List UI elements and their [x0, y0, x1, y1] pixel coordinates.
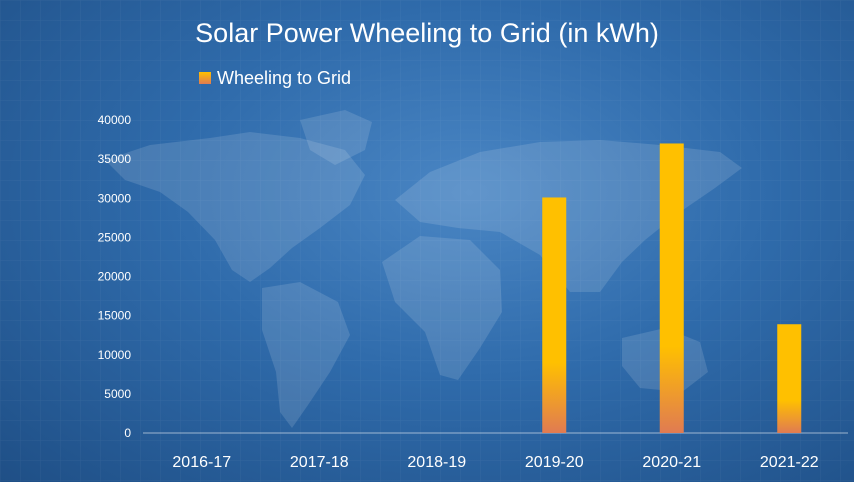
- y-tick-label: 15000: [98, 309, 132, 323]
- x-tick-label: 2016-17: [172, 454, 231, 471]
- world-map-africa: [382, 236, 502, 380]
- y-tick-label: 20000: [98, 270, 132, 284]
- world-map-background: [105, 110, 742, 428]
- x-tick-label: 2020-21: [642, 454, 701, 471]
- chart-title: Solar Power Wheeling to Grid (in kWh): [195, 18, 659, 48]
- y-tick-label: 5000: [104, 387, 131, 401]
- x-axis-ticks: 2016-17 2017-18 2018-19 2019-20 2020-21 2021-…: [172, 454, 818, 471]
- bars: [542, 143, 802, 433]
- y-axis-ticks: 0 5000 10000 15000 20000 25000 30000 35000 40000: [98, 113, 132, 440]
- legend: Wheeling to Grid: [199, 68, 351, 88]
- x-tick-label: 2017-18: [290, 454, 349, 471]
- world-map-north-america: [105, 132, 365, 282]
- legend-label: Wheeling to Grid: [217, 68, 351, 88]
- world-map-eurasia: [395, 140, 742, 292]
- x-tick-label: 2018-19: [407, 454, 466, 471]
- y-tick-label: 0: [124, 426, 131, 440]
- y-tick-label: 40000: [98, 113, 132, 127]
- y-tick-label: 35000: [98, 152, 132, 166]
- world-map-greenland: [300, 110, 372, 165]
- world-map-south-america: [262, 282, 350, 428]
- y-tick-label: 30000: [98, 191, 132, 205]
- y-tick-label: 10000: [98, 348, 132, 362]
- bar-2019-20: [542, 197, 567, 433]
- y-tick-label: 25000: [98, 230, 132, 244]
- x-tick-label: 2019-20: [525, 454, 584, 471]
- legend-swatch: [199, 72, 211, 84]
- bar-2020-21: [659, 143, 684, 433]
- x-tick-label: 2021-22: [760, 454, 819, 471]
- bar-2021-22: [777, 324, 802, 433]
